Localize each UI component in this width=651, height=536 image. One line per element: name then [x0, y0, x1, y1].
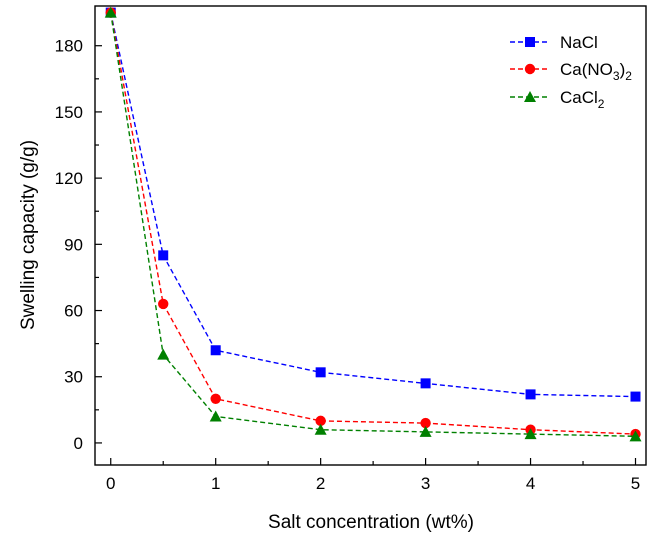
data-point [210, 393, 221, 404]
x-tick-label: 0 [106, 474, 115, 493]
x-tick-label: 2 [316, 474, 325, 493]
data-point [629, 430, 642, 442]
data-point [315, 415, 326, 427]
y-tick-label: 30 [64, 368, 83, 387]
y-tick-label: 150 [55, 103, 83, 122]
data-point [420, 417, 431, 429]
legend-marker-cacl2 [524, 91, 536, 102]
x-axis-label: Salt concentration (wt%) [268, 512, 474, 533]
y-tick-label: 180 [55, 37, 83, 56]
x-tick-label: 3 [421, 474, 430, 493]
series-line [110, 12, 636, 437]
legend-item-cacl2: CaCl2 [510, 88, 605, 111]
series-line [110, 12, 636, 435]
series-line [110, 12, 636, 398]
data-point [420, 378, 431, 389]
data-point [104, 6, 117, 18]
y-tick-label: 120 [55, 169, 83, 188]
series-2 [104, 6, 642, 442]
legend: NaCl Ca(NO3)2 CaCl2 [510, 33, 632, 111]
x-axis: 0 1 2 3 4 5 [106, 458, 640, 493]
data-point [315, 367, 326, 378]
data-point [210, 345, 221, 356]
data-point [314, 423, 327, 435]
plot-frame [94, 5, 647, 466]
x-tick-label: 4 [526, 474, 535, 493]
legend-marker-nacl [525, 37, 535, 47]
x-tick-label: 1 [211, 474, 220, 493]
legend-item-nacl: NaCl [510, 33, 598, 52]
y-tick-label: 60 [64, 302, 83, 321]
y-tick-label: 90 [64, 235, 83, 254]
legend-label-cacl2: CaCl2 [560, 88, 605, 111]
y-tick-label: 0 [74, 434, 83, 453]
legend-label-ca-no3-2: Ca(NO3)2 [560, 60, 632, 83]
legend-marker-ca-no3-2 [524, 63, 536, 75]
data-point [158, 298, 169, 310]
data-point [157, 348, 170, 360]
data-point [419, 425, 432, 437]
data-point [525, 389, 536, 400]
y-axis-label: Swelling capacity (g/g) [18, 140, 39, 330]
x-tick-label: 5 [631, 474, 640, 493]
legend-label-nacl: NaCl [560, 33, 598, 52]
data-point [630, 391, 641, 402]
data-point [209, 410, 222, 422]
legend-item-ca-no3-2: Ca(NO3)2 [510, 60, 632, 83]
y-axis: 0 30 60 90 120 150 180 [55, 37, 102, 453]
data-point [524, 428, 537, 440]
plot-area [104, 6, 642, 442]
data-point [158, 250, 169, 261]
